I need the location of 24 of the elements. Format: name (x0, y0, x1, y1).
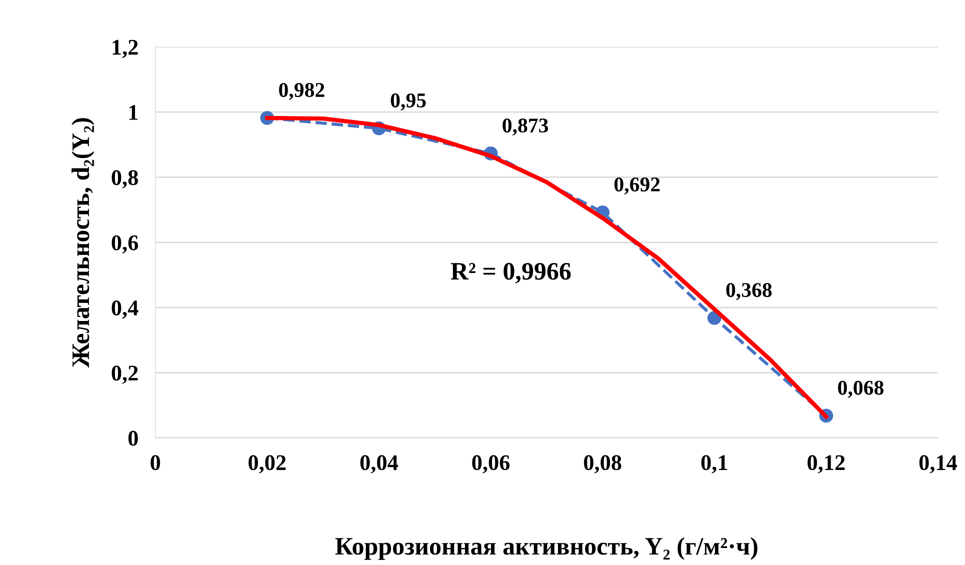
y-tick-label: 1 (129, 105, 138, 120)
y-axis-title: Желательность, d₂(Y₂) (72, 118, 94, 368)
y-tick-label: 1,2 (112, 40, 138, 58)
x-tick-label: 0,06 (472, 455, 510, 474)
y-tick-label: 0,4 (112, 300, 138, 319)
data-label: 0,95 (390, 93, 426, 110)
data-label: 0,873 (502, 118, 548, 136)
data-label: 0,068 (838, 380, 884, 398)
x-tick-label: 0,04 (360, 455, 398, 474)
x-tick-label: 0 (150, 455, 160, 470)
x-tick-label: 0,14 (919, 455, 958, 474)
x-tick-label: 0,12 (808, 455, 845, 474)
y-tick-label: 0,2 (112, 366, 138, 384)
x-tick-label: 0,02 (248, 455, 286, 474)
y-tick-label: 0,8 (112, 170, 138, 188)
y-tick-label: 0,6 (112, 235, 138, 254)
data-label: 0,692 (614, 177, 660, 195)
annotation: R² = 0,9966 (450, 262, 571, 284)
x-axis-title: Коррозионная активность, Y₂ (г/м²·ч) (335, 537, 758, 560)
x-tick-label: 0,1 (701, 455, 728, 474)
data-label: 0,982 (279, 82, 324, 100)
y-tick-label: 0 (128, 430, 138, 446)
x-tick-label: 0,08 (584, 455, 622, 474)
data-label: 0,368 (726, 283, 772, 300)
